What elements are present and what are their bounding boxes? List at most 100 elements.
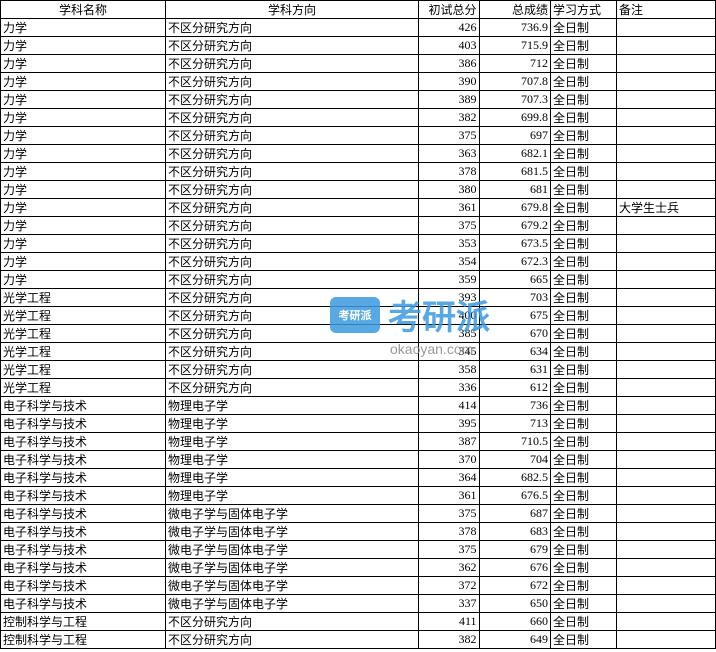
cell-subject: 电子科学与技术 [1,541,166,559]
cell-study-mode: 全日制 [551,253,617,271]
cell-initial-score: 375 [419,217,480,235]
cell-study-mode: 全日制 [551,127,617,145]
cell-remark [617,163,716,181]
cell-direction: 微电子学与固体电子学 [166,577,419,595]
cell-subject: 电子科学与技术 [1,397,166,415]
header-initial-score: 初试总分 [419,1,480,19]
cell-subject: 光学工程 [1,361,166,379]
table-row: 控制科学与工程不区分研究方向382649全日制 [1,631,716,649]
cell-direction: 不区分研究方向 [166,91,419,109]
cell-total-score: 631 [479,361,551,379]
cell-total-score: 676 [479,559,551,577]
cell-remark [617,415,716,433]
cell-total-score: 699.8 [479,109,551,127]
cell-direction: 不区分研究方向 [166,253,419,271]
cell-direction: 不区分研究方向 [166,127,419,145]
cell-subject: 电子科学与技术 [1,469,166,487]
cell-study-mode: 全日制 [551,397,617,415]
cell-total-score: 682.5 [479,469,551,487]
cell-remark [617,19,716,37]
cell-remark [617,487,716,505]
cell-subject: 电子科学与技术 [1,523,166,541]
cell-subject: 力学 [1,19,166,37]
cell-study-mode: 全日制 [551,73,617,91]
cell-direction: 不区分研究方向 [166,271,419,289]
cell-subject: 光学工程 [1,307,166,325]
table-row: 电子科学与技术微电子学与固体电子学372672全日制 [1,577,716,595]
cell-initial-score: 358 [419,361,480,379]
table-row: 电子科学与技术微电子学与固体电子学375687全日制 [1,505,716,523]
table-row: 力学不区分研究方向375697全日制 [1,127,716,145]
table-row: 力学不区分研究方向386712全日制 [1,55,716,73]
cell-total-score: 683 [479,523,551,541]
cell-initial-score: 359 [419,271,480,289]
cell-direction: 不区分研究方向 [166,181,419,199]
table-row: 力学不区分研究方向390707.8全日制 [1,73,716,91]
cell-study-mode: 全日制 [551,577,617,595]
cell-total-score: 665 [479,271,551,289]
cell-study-mode: 全日制 [551,505,617,523]
cell-study-mode: 全日制 [551,325,617,343]
cell-subject: 力学 [1,163,166,181]
cell-total-score: 707.8 [479,73,551,91]
cell-direction: 不区分研究方向 [166,379,419,397]
cell-remark [617,181,716,199]
cell-remark [617,235,716,253]
cell-subject: 力学 [1,199,166,217]
cell-subject: 光学工程 [1,289,166,307]
cell-remark [617,325,716,343]
cell-study-mode: 全日制 [551,163,617,181]
cell-total-score: 634 [479,343,551,361]
table-row: 力学不区分研究方向380681全日制 [1,181,716,199]
cell-subject: 电子科学与技术 [1,577,166,595]
cell-study-mode: 全日制 [551,451,617,469]
cell-study-mode: 全日制 [551,433,617,451]
cell-total-score: 707.3 [479,91,551,109]
cell-subject: 力学 [1,253,166,271]
cell-study-mode: 全日制 [551,145,617,163]
header-remark: 备注 [617,1,716,19]
cell-remark [617,271,716,289]
cell-initial-score: 362 [419,559,480,577]
cell-initial-score: 375 [419,541,480,559]
cell-initial-score: 364 [419,469,480,487]
cell-total-score: 649 [479,631,551,649]
cell-direction: 不区分研究方向 [166,613,419,631]
cell-initial-score: 382 [419,109,480,127]
cell-total-score: 736.9 [479,19,551,37]
cell-direction: 物理电子学 [166,487,419,505]
cell-study-mode: 全日制 [551,109,617,127]
cell-initial-score: 380 [419,181,480,199]
cell-remark [617,253,716,271]
cell-total-score: 672.3 [479,253,551,271]
cell-direction: 不区分研究方向 [166,307,419,325]
cell-initial-score: 393 [419,289,480,307]
cell-subject: 电子科学与技术 [1,595,166,613]
cell-direction: 不区分研究方向 [166,325,419,343]
cell-remark [617,217,716,235]
cell-study-mode: 全日制 [551,415,617,433]
cell-study-mode: 全日制 [551,361,617,379]
cell-direction: 不区分研究方向 [166,163,419,181]
cell-total-score: 679.2 [479,217,551,235]
cell-subject: 光学工程 [1,325,166,343]
table-row: 力学不区分研究方向378681.5全日制 [1,163,716,181]
cell-study-mode: 全日制 [551,469,617,487]
table-row: 光学工程不区分研究方向345634全日制 [1,343,716,361]
table-row: 电子科学与技术物理电子学414736全日制 [1,397,716,415]
cell-initial-score: 378 [419,523,480,541]
cell-direction: 物理电子学 [166,415,419,433]
cell-remark [617,145,716,163]
cell-initial-score: 414 [419,397,480,415]
cell-remark [617,379,716,397]
cell-remark [617,541,716,559]
cell-subject: 力学 [1,181,166,199]
cell-total-score: 703 [479,289,551,307]
table-row: 力学不区分研究方向354672.3全日制 [1,253,716,271]
cell-total-score: 736 [479,397,551,415]
cell-direction: 不区分研究方向 [166,289,419,307]
cell-remark [617,109,716,127]
cell-total-score: 710.5 [479,433,551,451]
cell-study-mode: 全日制 [551,343,617,361]
cell-initial-score: 400 [419,307,480,325]
